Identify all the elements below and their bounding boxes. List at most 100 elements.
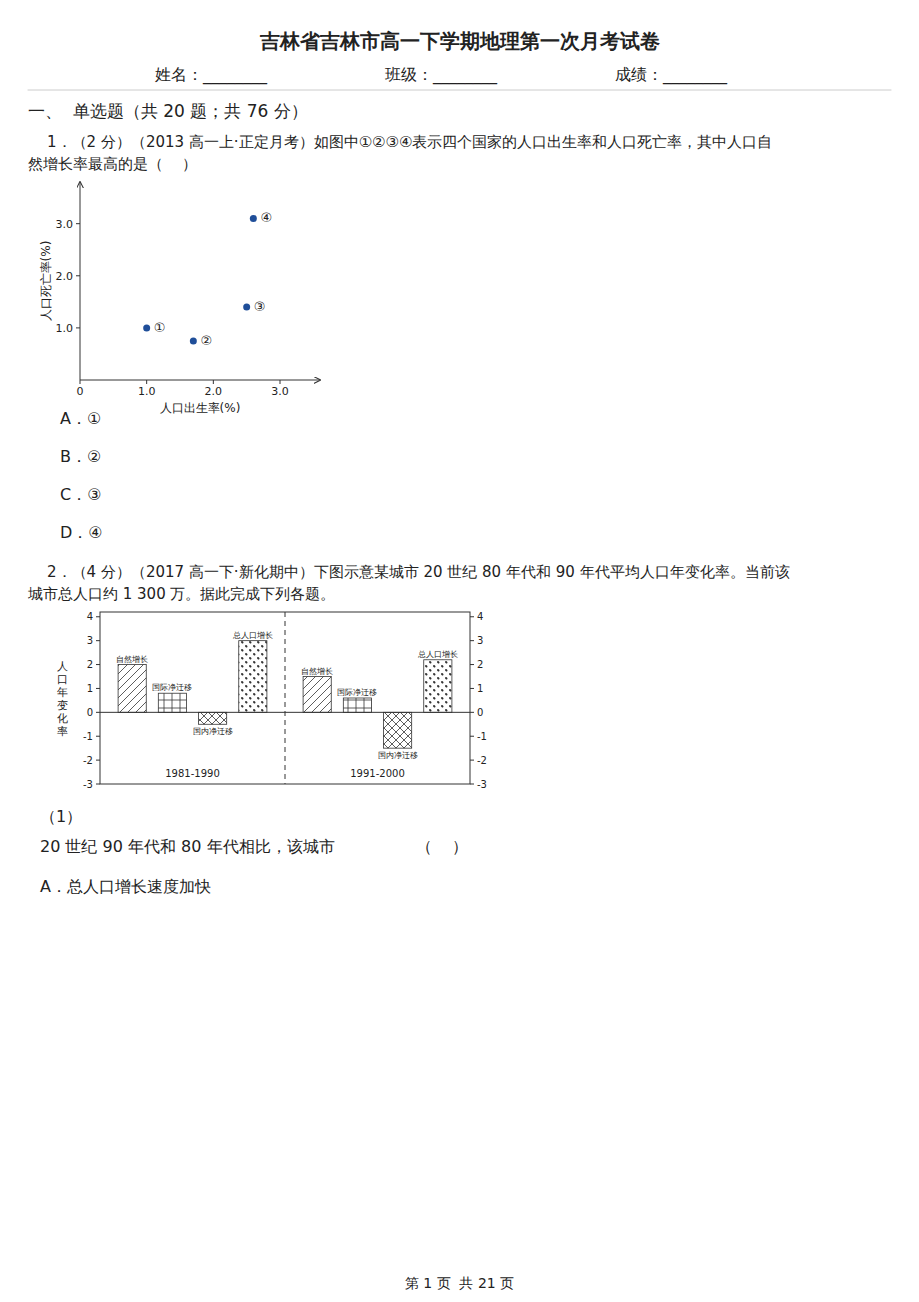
y-tick — [96, 688, 100, 689]
y-tick-label: 2.0 — [56, 270, 74, 283]
bar — [343, 698, 371, 712]
y-axis-label-line: 化 — [57, 712, 68, 725]
x-axis — [80, 380, 320, 381]
y2-tick-label: 2 — [477, 659, 483, 670]
points — [143, 215, 257, 344]
y2-tick — [470, 736, 474, 737]
y-axis-label-line: 变 — [57, 699, 68, 712]
sub-question-text: 20 世纪 90 年代和 80 年代相比，该城市 （ ） — [40, 837, 468, 856]
point-label: ③ — [254, 299, 266, 314]
bar-label: 总人口增长 — [232, 631, 273, 640]
title: 吉林省吉林市高一下学期地理第一次月考试卷 — [259, 29, 660, 53]
y-tick-label: -2 — [83, 755, 93, 766]
question-text: 1．（2 分）（2013 高一上·正定月考）如图中①②③④表示四个国家的人口出生… — [28, 133, 772, 151]
x-tick — [146, 380, 147, 384]
bar-chart: -3-2-101234-3-2-101234人口年变化率1981-1990自然增… — [57, 611, 487, 789]
y-tick-label: 1.0 — [56, 322, 74, 335]
y-tick — [96, 784, 100, 785]
x-tick-label: 2.0 — [205, 385, 223, 398]
score-field: 成绩：________ — [615, 65, 728, 85]
y-axis-label-line: 年 — [57, 686, 68, 699]
y-tick-label: 2 — [87, 659, 93, 670]
y2-tick — [470, 664, 474, 665]
bar — [424, 660, 452, 713]
y-axis-label-line: 人 — [57, 660, 68, 673]
footer: 第 1 页 共 21 页 — [405, 1275, 514, 1291]
class-field: 班级：________ — [385, 65, 498, 85]
y-axis-label: 人口年变化率 — [57, 660, 68, 738]
y-axis-label-line: 率 — [57, 725, 68, 738]
y-tick — [96, 664, 100, 665]
sub-question-label: （1） — [40, 807, 82, 826]
bar-label: 总人口增长 — [417, 650, 458, 659]
bar-label: 自然增长 — [116, 655, 148, 664]
y-tick — [76, 223, 80, 224]
category-label: 1991-2000 — [350, 768, 405, 779]
section-header: 一、 单选题（共 20 题；共 76 分） — [28, 101, 308, 121]
y2-tick-label: -3 — [477, 779, 487, 790]
bar-label: 国内净迁移 — [378, 751, 418, 760]
category-label: 1981-1990 — [165, 768, 220, 779]
y2-tick-label: 1 — [477, 683, 483, 694]
background — [0, 0, 919, 1302]
bar-label: 国内净迁移 — [193, 727, 233, 736]
x-tick — [213, 380, 214, 384]
y-tick-label: 1 — [87, 683, 93, 694]
y-axis — [80, 182, 81, 380]
point-label: ① — [154, 320, 166, 335]
scatter-chart: 01.02.03.01.02.03.0人口出生率(%)人口死亡率(%)①②③④ — [39, 182, 320, 415]
group-divider — [285, 612, 286, 784]
point — [243, 304, 250, 311]
header-rule — [28, 90, 892, 91]
y-tick — [96, 640, 100, 641]
y-tick-label: -3 — [83, 779, 93, 790]
y2-tick — [470, 712, 474, 713]
y2-tick — [470, 688, 474, 689]
option: D．④ — [60, 523, 103, 542]
y-tick — [76, 275, 80, 276]
y2-tick — [470, 784, 474, 785]
x-tick-label: 0 — [77, 385, 84, 398]
y-tick — [96, 736, 100, 737]
y-axis-label: 人口死亡率(%) — [39, 241, 53, 322]
point — [250, 215, 257, 222]
y-tick-label: 4 — [87, 611, 93, 622]
y2-tick-label: 0 — [477, 707, 483, 718]
x-tick-label: 1.0 — [138, 385, 156, 398]
page: 吉林省吉林市高一下学期地理第一次月考试卷姓名：________ 班级：______… — [0, 0, 919, 1302]
option: B．② — [60, 447, 101, 466]
y-tick-label: -1 — [83, 731, 93, 742]
question-text: 然增长率最高的是（ ） — [28, 155, 197, 173]
bar — [303, 677, 331, 713]
y2-tick-label: -2 — [477, 755, 487, 766]
y2-tick — [470, 616, 474, 617]
bar — [118, 665, 146, 713]
name-field: 姓名：________ — [155, 65, 268, 85]
bar — [239, 641, 267, 713]
bar-label: 自然增长 — [301, 667, 333, 676]
bar-label: 国际净迁移 — [152, 683, 192, 692]
bar — [158, 693, 186, 712]
question-text: 2．（4 分）（2017 高一下·新化期中）下图示意某城市 20 世纪 80 年… — [28, 563, 790, 581]
x-tick — [280, 380, 281, 384]
y-tick — [96, 616, 100, 617]
option: C．③ — [60, 485, 102, 504]
zero-line — [100, 712, 470, 713]
y2-tick-label: 4 — [477, 611, 483, 622]
point — [190, 337, 197, 344]
y2-tick-label: -1 — [477, 731, 487, 742]
bar-label: 国际净迁移 — [337, 688, 377, 697]
y2-tick — [470, 760, 474, 761]
y-tick — [96, 760, 100, 761]
y2-tick-label: 3 — [477, 635, 483, 646]
y2-tick — [470, 640, 474, 641]
y-tick-label: 0 — [87, 707, 93, 718]
x-tick-label: 3.0 — [271, 385, 289, 398]
plot-frame — [100, 612, 470, 784]
option: A．总人口增长速度加快 — [40, 877, 211, 896]
bar — [384, 712, 412, 748]
bar — [199, 712, 227, 724]
y-tick — [76, 327, 80, 328]
option: A．① — [60, 409, 101, 428]
point — [143, 324, 150, 331]
